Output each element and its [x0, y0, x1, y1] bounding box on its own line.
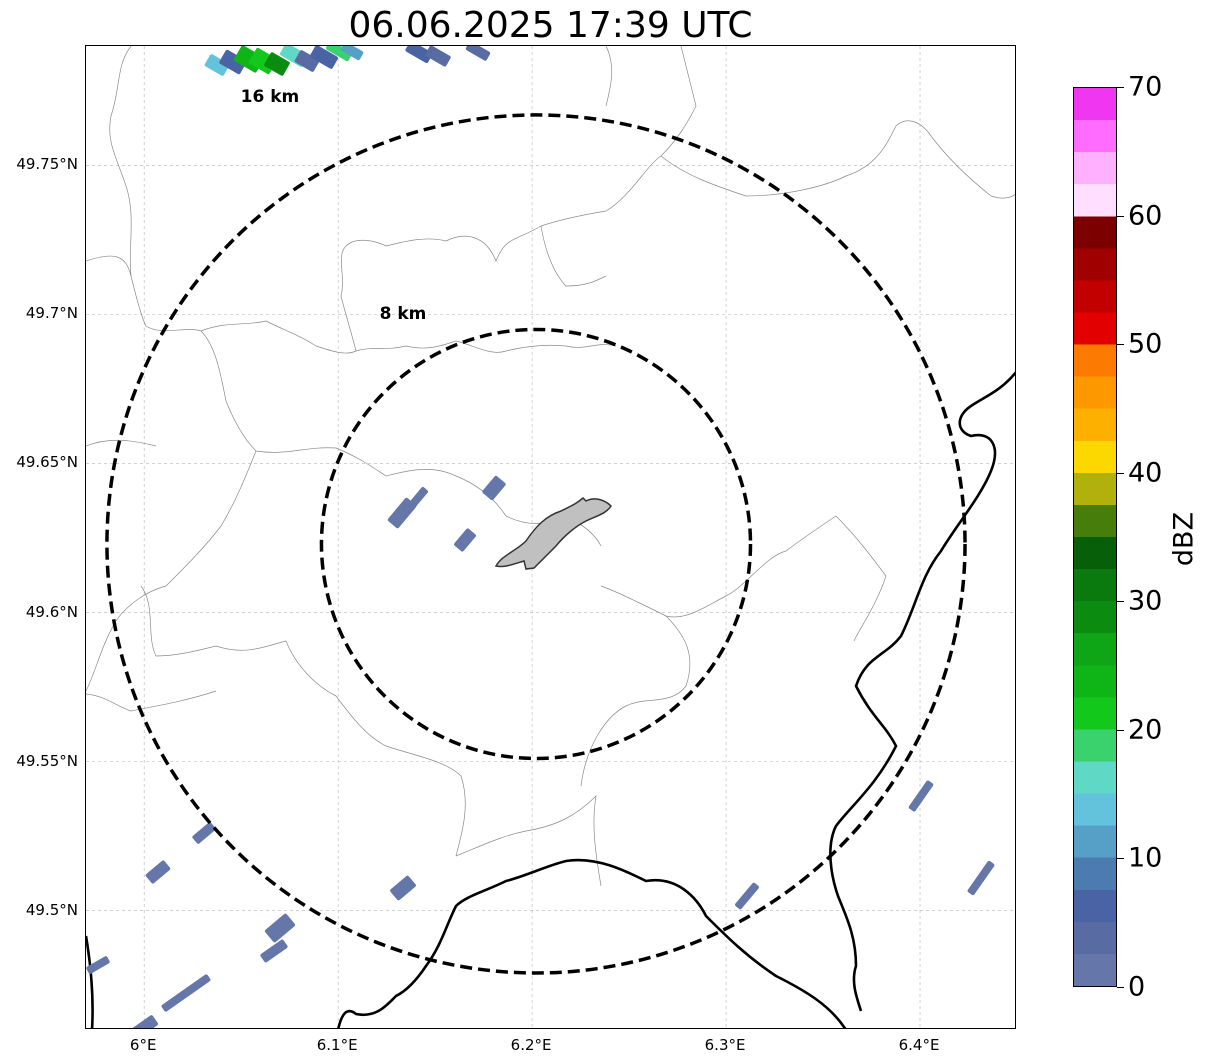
lon-tick-label: 6.2°E [510, 1036, 552, 1054]
highlighted-city-area[interactable] [494, 496, 612, 570]
lat-tick-label: 49.55°N [16, 751, 78, 770]
radar-echo [309, 46, 339, 69]
radar-echo [219, 49, 247, 75]
radar-echo [161, 974, 211, 1012]
colorbar-label: dBZ [1168, 511, 1200, 567]
lat-tick-label: 49.75°N [16, 155, 78, 174]
radar-echo [390, 875, 416, 901]
colorbar-tick [1117, 344, 1124, 346]
radar-echo [264, 913, 296, 943]
range-ring [319, 327, 753, 761]
radar-echo [204, 54, 230, 76]
radar-echo [145, 860, 171, 884]
colorbar-tick-label: 50 [1128, 328, 1163, 360]
lat-tick-label: 49.6°N [25, 602, 78, 621]
colorbar-tick [1117, 729, 1124, 731]
colorbar-tick [1117, 987, 1124, 988]
national-borders [86, 371, 1015, 1028]
radar-echo [465, 46, 491, 61]
radar-echo [192, 822, 216, 844]
colorbar-tick [1117, 472, 1124, 474]
radar-echo [260, 939, 288, 963]
radar-echo [86, 956, 110, 974]
colorbar-tick-label: 0 [1128, 971, 1146, 1003]
lon-tick-label: 6°E [129, 1036, 157, 1054]
range-rings: 8 km 16 km [105, 87, 967, 975]
lat-tick-label: 49.7°N [25, 304, 78, 323]
gridlines [86, 46, 1015, 1028]
colorbar-tick-label: 20 [1128, 714, 1163, 746]
radar-echo [264, 52, 290, 76]
radar-echo [340, 46, 364, 61]
radar-echo [425, 46, 451, 67]
colorbar-tick [1117, 858, 1124, 860]
colorbar-tick-label: 60 [1128, 200, 1163, 232]
colorbar-tick [1117, 87, 1124, 88]
colorbar [1073, 87, 1117, 987]
lon-tick-label: 6.1°E [316, 1036, 358, 1054]
colorbar-tick-label: 70 [1128, 71, 1163, 103]
colorbar-tick-label: 10 [1128, 842, 1163, 874]
radar-echo [454, 528, 476, 552]
map-title: 06.06.2025 17:39 UTC [348, 5, 753, 46]
map-canvas: 8 km 16 km [86, 46, 1015, 1028]
range-ring [105, 113, 967, 975]
colorbar-tick [1117, 215, 1124, 217]
colorbar-tick-label: 40 [1128, 457, 1163, 489]
radar-echo [967, 860, 995, 896]
radar-echo [408, 487, 428, 509]
range-ring-label: 8 km [380, 304, 427, 324]
range-ring-label: 16 km [241, 87, 300, 107]
radar-echo [294, 50, 320, 72]
radar-echo [405, 46, 433, 63]
colorbar-tick-label: 30 [1128, 585, 1163, 617]
radar-echo [908, 780, 934, 812]
lon-tick-label: 6.3°E [704, 1036, 746, 1054]
radar-echo [482, 475, 506, 501]
commune-boundaries [86, 46, 1015, 887]
radar-echo [325, 46, 353, 62]
colorbar-tick [1117, 601, 1124, 603]
lat-tick-label: 49.65°N [16, 453, 78, 472]
lon-tick-label: 6.4°E [898, 1036, 940, 1054]
radar-echo [735, 882, 759, 910]
radar-map[interactable]: 8 km 16 km [85, 45, 1016, 1029]
radar-echo [128, 1015, 158, 1028]
radar-echoes [86, 46, 995, 1028]
lat-tick-label: 49.5°N [25, 900, 78, 919]
